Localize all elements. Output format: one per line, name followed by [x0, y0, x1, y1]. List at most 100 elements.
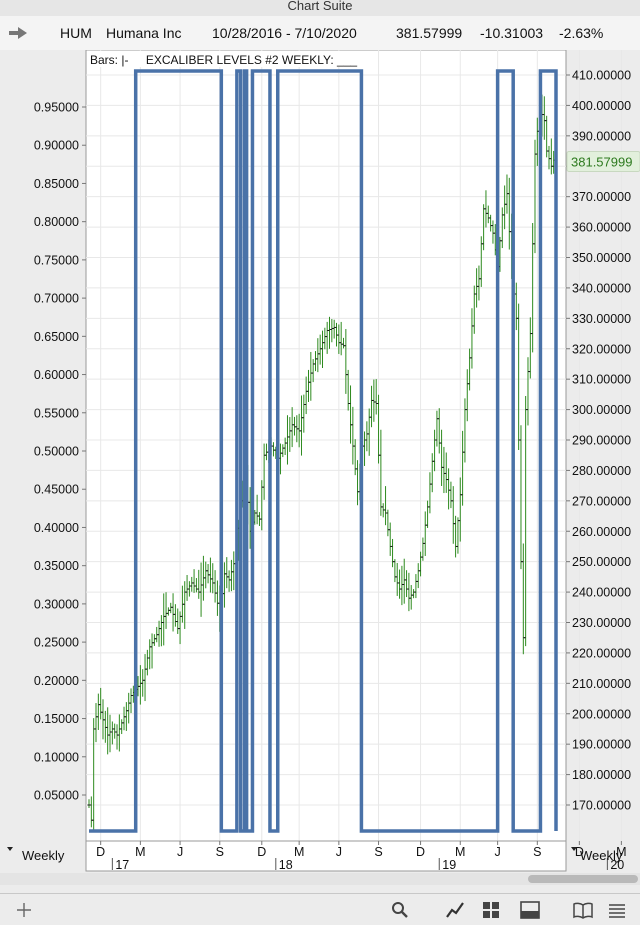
month-label: S — [216, 845, 224, 859]
arrow-right-icon[interactable] — [8, 26, 28, 40]
left-axis-label: 0.05000 — [34, 789, 79, 803]
line-chart-icon[interactable] — [445, 900, 465, 920]
left-axis-label: 0.95000 — [34, 101, 79, 115]
periodicity-left-label: Weekly — [22, 848, 65, 863]
right-axis-label: 220.00000 — [572, 646, 631, 660]
percent-change: -2.63% — [559, 25, 604, 41]
left-axis: 0.05000 0.10000 0.15000 0.20000 0.25000 0.300… — [34, 101, 86, 803]
panel-icon[interactable] — [519, 900, 541, 920]
chart[interactable]: 0.05000 0.10000 0.15000 0.20000 0.25000 0.300… — [0, 50, 640, 893]
dropdown-icon — [571, 847, 577, 851]
left-axis-label: 0.40000 — [34, 521, 79, 535]
month-label: S — [374, 845, 382, 859]
year-label: 19 — [442, 858, 456, 872]
bars-style: |- — [121, 53, 128, 67]
month-label: M — [455, 845, 465, 859]
year-label: 18 — [279, 858, 293, 872]
left-axis-label: 0.75000 — [34, 253, 79, 267]
left-axis-label: 0.15000 — [34, 712, 79, 726]
right-axis-label: 350.00000 — [572, 251, 631, 265]
right-axis-label: 250.00000 — [572, 555, 631, 569]
right-axis-label: 320.00000 — [572, 342, 631, 356]
left-axis-label: 0.65000 — [34, 330, 79, 344]
year-label: 17 — [115, 858, 129, 872]
info-bar: HUM Humana Inc 10/28/2016 - 7/10/2020 38… — [0, 16, 640, 51]
left-axis-label: 0.70000 — [34, 292, 79, 306]
plot-area[interactable] — [85, 50, 567, 842]
left-axis-label: 0.20000 — [34, 674, 79, 688]
month-label: D — [257, 845, 266, 859]
periodicity-right-label: Weekly — [580, 848, 623, 863]
right-axis-label: 210.00000 — [572, 677, 631, 691]
list-icon[interactable] — [606, 900, 628, 920]
month-label: S — [533, 845, 541, 859]
left-axis-label: 0.90000 — [34, 139, 79, 153]
left-axis-label: 0.60000 — [34, 368, 79, 382]
last-price-label: 381.57999 — [571, 154, 632, 169]
add-icon[interactable] — [14, 900, 34, 920]
year-label: 20 — [610, 858, 624, 872]
indicator-name: EXCALIBER LEVELS #2 WEEKLY: — [146, 53, 334, 67]
right-axis-label: 390.00000 — [572, 129, 631, 143]
indicator-value: ___ — [336, 53, 357, 67]
month-label: M — [135, 845, 145, 859]
horizontal-scrollbar-track[interactable] — [0, 873, 640, 885]
date-range: 10/28/2016 - 7/10/2020 — [212, 25, 357, 41]
month-label: J — [177, 845, 183, 859]
right-axis-label: 280.00000 — [572, 464, 631, 478]
month-label: M — [294, 845, 304, 859]
left-axis-label: 0.10000 — [34, 750, 79, 764]
x-axis: DMJSDMJSDMJSDMJ17181920 — [85, 840, 627, 872]
right-axis-label: 300.00000 — [572, 403, 631, 417]
svg-text:Bars: |- EXCALIBER LEV: Bars: |- EXCALIBER LEVELS #2 WEEKLY: ___ — [90, 53, 357, 67]
month-label: J — [495, 845, 501, 859]
right-axis-label: 290.00000 — [572, 434, 631, 448]
right-axis-label: 170.00000 — [572, 799, 631, 813]
net-change: -10.31003 — [480, 25, 544, 41]
left-axis-label: 0.35000 — [34, 559, 79, 573]
right-axis-label: 190.00000 — [572, 738, 631, 752]
month-label: D — [575, 845, 584, 859]
right-axis-label: 230.00000 — [572, 616, 631, 630]
right-axis-label: 340.00000 — [572, 281, 631, 295]
right-axis-label: 180.00000 — [572, 768, 631, 782]
symbol: HUM — [60, 25, 92, 41]
left-axis-label: 0.80000 — [34, 215, 79, 229]
bottom-toolbar — [0, 893, 640, 925]
right-axis-label: 240.00000 — [572, 586, 631, 600]
right-axis: 170.00000 180.00000 190.00000 200.00000 210.… — [566, 69, 631, 813]
month-label: M — [616, 845, 626, 859]
right-axis-label: 200.00000 — [572, 707, 631, 721]
month-label: D — [96, 845, 105, 859]
right-axis-label: 310.00000 — [572, 373, 631, 387]
x-axis-band — [85, 840, 567, 872]
right-axis-label: 400.00000 — [572, 99, 631, 113]
left-axis-label: 0.30000 — [34, 597, 79, 611]
left-axis-label: 0.45000 — [34, 483, 79, 497]
search-icon[interactable] — [390, 900, 410, 920]
dropdown-icon — [7, 847, 13, 851]
left-axis-label: 0.55000 — [34, 406, 79, 420]
right-axis-label: 370.00000 — [572, 190, 631, 204]
indicator-legend-box — [87, 51, 372, 67]
left-axis-label: 0.50000 — [34, 445, 79, 459]
left-axis-label: 0.85000 — [34, 177, 79, 191]
grid-icon[interactable] — [481, 900, 501, 920]
bars-label: Bars: — [90, 53, 118, 67]
indicator-line — [89, 69, 558, 833]
window-title: Chart Suite — [0, 0, 640, 16]
right-axis-label: 360.00000 — [572, 221, 631, 235]
right-axis-label: 260.00000 — [572, 525, 631, 539]
right-axis-label: 410.00000 — [572, 69, 631, 83]
right-axis-label: 270.00000 — [572, 494, 631, 508]
last-price: 381.57999 — [396, 25, 463, 41]
right-axis-label: 330.00000 — [572, 312, 631, 326]
periodicity-right[interactable]: Weekly — [571, 847, 623, 863]
last-price-badge: 381.57999 — [566, 150, 640, 172]
left-axis-label: 0.25000 — [34, 636, 79, 650]
company-name: Humana Inc — [106, 25, 182, 41]
month-label: J — [336, 845, 342, 859]
periodicity-left[interactable]: Weekly — [7, 847, 65, 863]
horizontal-scrollbar-thumb[interactable] — [528, 875, 638, 883]
book-icon[interactable] — [572, 900, 594, 920]
